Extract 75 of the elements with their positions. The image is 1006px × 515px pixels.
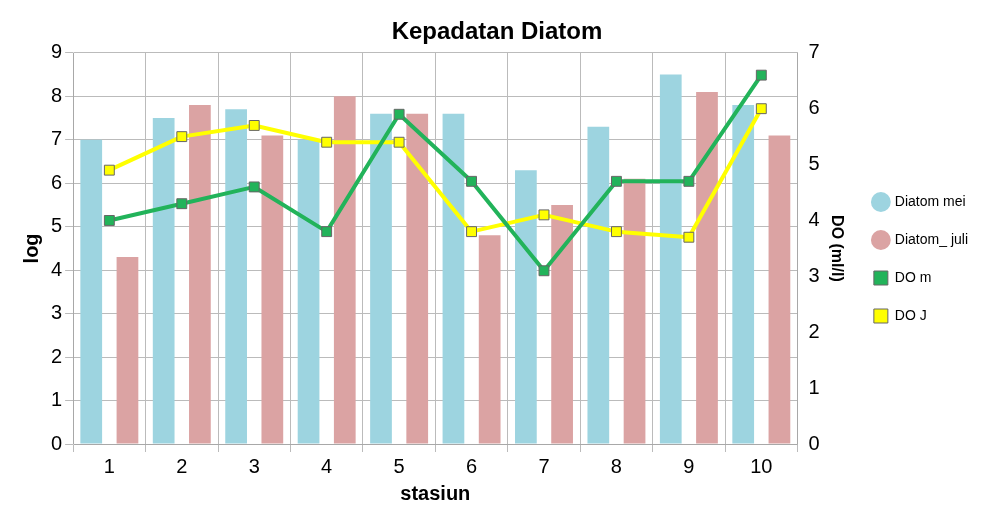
point [683, 175, 695, 187]
bar [659, 74, 682, 444]
y2-tick-label: 0 [808, 431, 820, 454]
chart-title: Kepadatan Diatom [391, 17, 603, 45]
y2-axis-title: DO (ml/l) [828, 215, 846, 282]
point [610, 175, 622, 187]
point [321, 226, 333, 238]
bar [152, 118, 175, 444]
x-axis-title: stasiun [400, 481, 471, 504]
point [466, 226, 477, 238]
legend-label: DO J [894, 306, 927, 323]
y-tick-label: 6 [51, 170, 63, 193]
y2-tick-label: 1 [808, 375, 820, 398]
x-tick-label: 9 [683, 454, 695, 477]
point [755, 103, 767, 115]
x-tick-label: 4 [321, 454, 333, 477]
y2-tick-label: 2 [808, 319, 820, 342]
point [538, 265, 550, 277]
y-tick-label: 2 [51, 344, 63, 367]
legend-label: Diatom mei [894, 192, 966, 209]
point [248, 181, 260, 193]
point [176, 198, 188, 210]
bar [732, 104, 755, 444]
point [466, 175, 477, 187]
point [393, 136, 405, 148]
x-tick-label: 1 [103, 454, 115, 477]
bar [551, 204, 573, 444]
bar [225, 109, 247, 444]
x-tick-label: 2 [176, 454, 188, 477]
y2-tick-label: 3 [808, 263, 820, 286]
bar [587, 126, 610, 444]
y2-tick-label: 6 [808, 96, 820, 119]
point [248, 120, 260, 131]
bar [116, 257, 139, 444]
x-tick-label: 6 [465, 454, 478, 477]
bar [768, 135, 791, 444]
bar [406, 113, 429, 444]
y-tick-label: 1 [51, 388, 63, 411]
y-axis-title: log [19, 233, 42, 264]
point [176, 131, 188, 143]
y-tick-label: 7 [51, 127, 63, 150]
bar [333, 96, 356, 444]
y-tick-label: 5 [51, 214, 63, 237]
y-tick-label: 9 [51, 40, 63, 63]
y2-tick-label: 5 [808, 152, 820, 175]
bar [478, 235, 501, 444]
y2-tick-label: 4 [808, 207, 820, 230]
y2-tick-label: 7 [808, 40, 820, 63]
point [538, 209, 550, 221]
point [755, 69, 767, 81]
point [393, 108, 405, 120]
legend-label: DO m [894, 268, 932, 285]
point [103, 164, 115, 176]
x-tick-label: 10 [750, 454, 773, 477]
bar [297, 139, 320, 444]
y-tick-label: 0 [51, 431, 63, 454]
bar [189, 104, 211, 444]
legend-label: Diatom_ juli [894, 230, 968, 247]
x-tick-label: 3 [248, 454, 260, 477]
bar [80, 139, 103, 444]
bar [442, 113, 465, 444]
y-tick-label: 8 [51, 83, 63, 106]
bar [515, 170, 537, 444]
point [610, 226, 622, 238]
x-tick-label: 7 [538, 454, 550, 477]
x-tick-label: 5 [393, 454, 405, 477]
point [103, 215, 115, 226]
y-tick-label: 4 [51, 257, 63, 280]
point [683, 231, 695, 243]
x-tick-label: 8 [610, 454, 622, 477]
bar [370, 113, 392, 444]
y-tick-label: 3 [51, 301, 63, 324]
bar [261, 135, 284, 444]
point [321, 136, 333, 148]
bar [696, 91, 718, 444]
